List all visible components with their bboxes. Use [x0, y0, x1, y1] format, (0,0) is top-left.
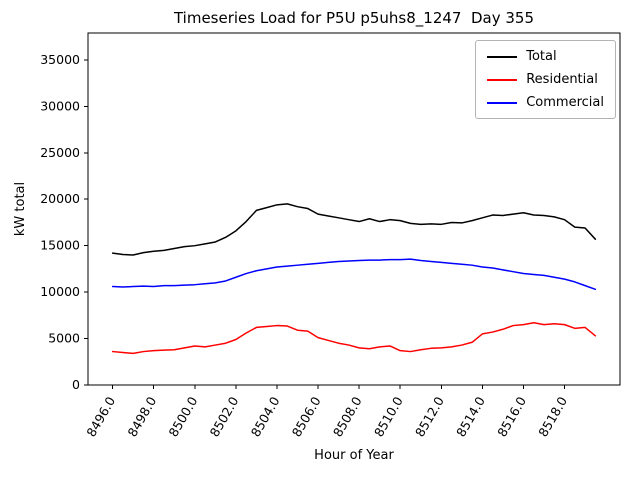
legend-entry-total: Total: [487, 49, 604, 64]
legend: Total Residential Commercial: [475, 40, 616, 119]
y-tick-label: 20000: [40, 191, 80, 206]
legend-label-commercial: Commercial: [526, 95, 604, 110]
x-tick-label: 8514.0: [453, 394, 488, 439]
legend-line-sample-total: [487, 55, 518, 58]
legend-label-total: Total: [526, 49, 557, 64]
x-tick-label: 8510.0: [371, 394, 406, 439]
x-tick-label: 8518.0: [535, 394, 570, 439]
legend-entry-residential: Residential: [487, 72, 604, 87]
legend-label-residential: Residential: [526, 72, 598, 87]
chart-title: Timeseries Load for P5U p5uhs8_1247 Day …: [173, 9, 535, 27]
x-tick-label: 8504.0: [248, 394, 283, 439]
legend-line-sample-commercial: [487, 101, 518, 104]
y-tick-label: 5000: [48, 331, 80, 346]
x-tick-label: 8500.0: [166, 394, 201, 439]
series-line-commercial: [111, 258, 597, 291]
x-axis-label: Hour of Year: [314, 448, 394, 463]
y-tick-label: 35000: [40, 52, 80, 67]
x-tick-label: 8512.0: [412, 394, 447, 439]
y-tick-label: 10000: [40, 284, 80, 299]
x-tick-label: 8516.0: [494, 394, 529, 439]
x-tick-label: 8506.0: [289, 394, 324, 439]
x-tick-label: 8498.0: [124, 394, 159, 439]
x-tick-label: 8508.0: [330, 394, 365, 439]
x-tick-label: 8502.0: [207, 394, 242, 439]
y-tick-label: 0: [72, 377, 80, 392]
series-line-total: [111, 203, 597, 256]
axes-frame: [87, 32, 621, 386]
legend-line-sample-residential: [487, 78, 518, 81]
y-tick-label: 15000: [40, 238, 80, 253]
x-tick-label: 8496.0: [83, 394, 118, 439]
y-tick-label: 25000: [40, 145, 80, 160]
legend-entry-commercial: Commercial: [487, 95, 604, 110]
y-axis-label: kW total: [13, 181, 28, 237]
y-tick-label: 30000: [40, 98, 80, 113]
series-line-residential: [111, 322, 597, 355]
